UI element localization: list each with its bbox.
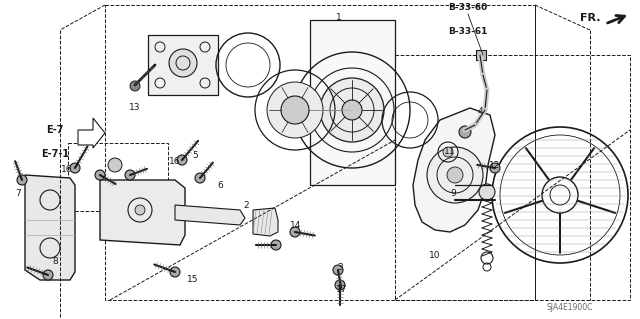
Circle shape — [135, 205, 145, 215]
Bar — [395, 55, 630, 300]
Text: 7: 7 — [15, 189, 21, 197]
Circle shape — [95, 170, 105, 180]
Polygon shape — [100, 180, 185, 245]
Text: E-7: E-7 — [46, 125, 64, 135]
Circle shape — [108, 158, 122, 172]
Text: 14: 14 — [291, 220, 301, 229]
Text: B-33-60: B-33-60 — [449, 4, 488, 12]
Circle shape — [342, 100, 362, 120]
Text: 4: 4 — [477, 108, 483, 116]
Text: FR.: FR. — [580, 13, 600, 23]
Circle shape — [333, 265, 343, 275]
Circle shape — [130, 81, 140, 91]
Polygon shape — [25, 175, 75, 280]
Circle shape — [447, 167, 463, 183]
Circle shape — [170, 267, 180, 277]
Circle shape — [490, 163, 500, 173]
Circle shape — [427, 147, 483, 203]
Polygon shape — [78, 118, 105, 148]
Text: SJA4E1900C: SJA4E1900C — [547, 303, 593, 313]
Circle shape — [125, 170, 135, 180]
Circle shape — [70, 163, 80, 173]
Text: 1: 1 — [336, 13, 342, 23]
Circle shape — [267, 82, 323, 138]
Text: 8: 8 — [52, 257, 58, 266]
Text: 10: 10 — [429, 250, 441, 259]
Bar — [476, 50, 486, 60]
Text: 17: 17 — [336, 286, 348, 294]
Polygon shape — [253, 208, 278, 236]
Circle shape — [177, 155, 187, 165]
Text: 11: 11 — [444, 147, 456, 157]
Text: 16: 16 — [169, 158, 180, 167]
Bar — [68, 143, 168, 211]
Text: 3: 3 — [337, 263, 343, 272]
Text: E-7-1: E-7-1 — [41, 149, 69, 159]
Circle shape — [17, 175, 27, 185]
Text: 6: 6 — [217, 182, 223, 190]
Circle shape — [169, 49, 197, 77]
Circle shape — [271, 240, 281, 250]
Bar — [105, 5, 535, 300]
Circle shape — [281, 96, 309, 124]
Text: 5: 5 — [192, 151, 198, 160]
Circle shape — [195, 173, 205, 183]
Text: 15: 15 — [188, 276, 199, 285]
Circle shape — [320, 78, 384, 142]
Text: B-33-61: B-33-61 — [448, 27, 488, 36]
Text: 12: 12 — [490, 161, 500, 170]
Circle shape — [335, 280, 345, 290]
Polygon shape — [175, 205, 245, 225]
Text: 16: 16 — [61, 166, 73, 174]
Circle shape — [479, 184, 495, 200]
Text: 9: 9 — [450, 189, 456, 198]
Text: 2: 2 — [243, 202, 249, 211]
Circle shape — [43, 270, 53, 280]
Circle shape — [290, 227, 300, 237]
Circle shape — [443, 147, 453, 157]
Polygon shape — [310, 20, 395, 185]
Polygon shape — [413, 108, 495, 232]
Text: 13: 13 — [129, 103, 141, 113]
Circle shape — [459, 126, 471, 138]
Polygon shape — [148, 35, 218, 95]
